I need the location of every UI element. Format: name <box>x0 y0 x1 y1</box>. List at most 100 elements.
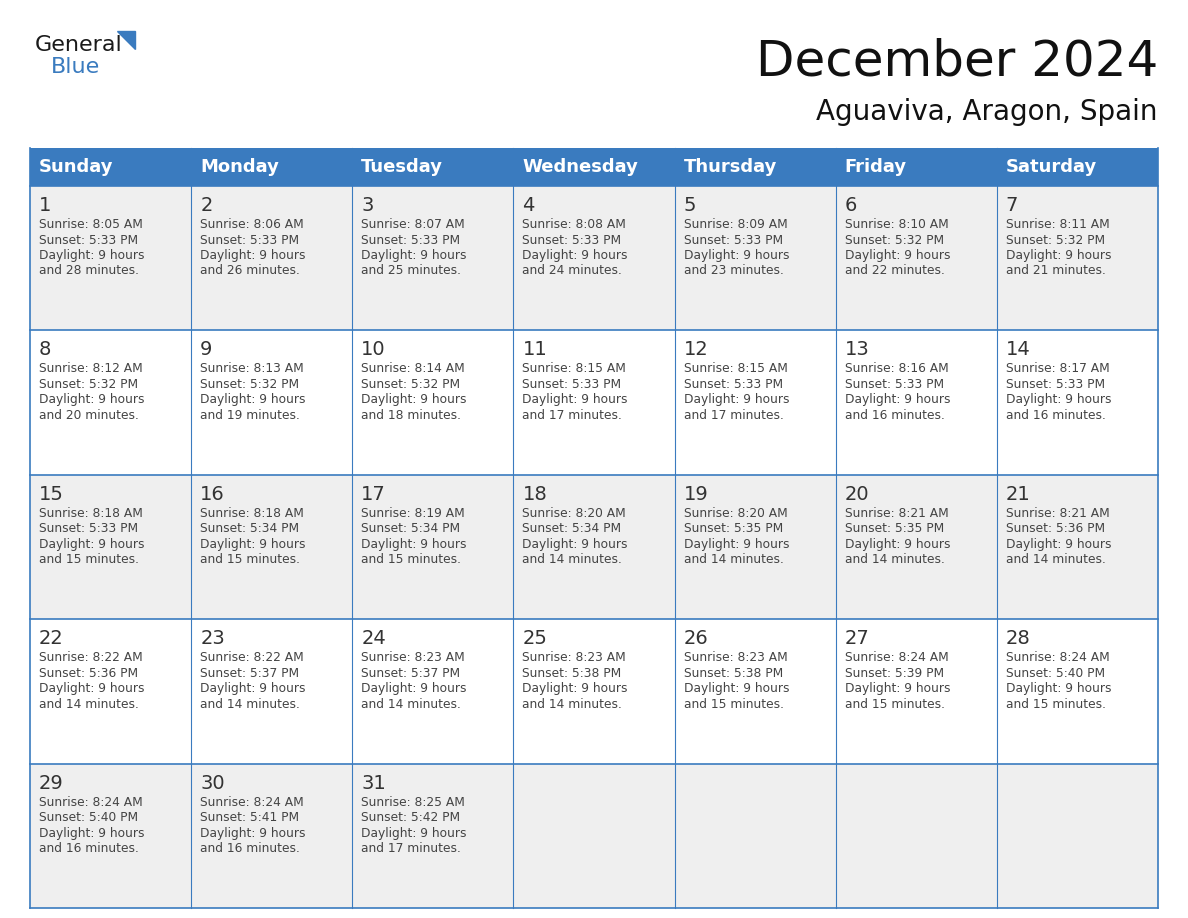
Text: Sunrise: 8:20 AM: Sunrise: 8:20 AM <box>523 507 626 520</box>
Text: Daylight: 9 hours: Daylight: 9 hours <box>39 394 145 407</box>
Text: Friday: Friday <box>845 158 906 176</box>
Text: and 24 minutes.: and 24 minutes. <box>523 264 623 277</box>
Text: and 15 minutes.: and 15 minutes. <box>845 698 944 711</box>
Text: Sunrise: 8:16 AM: Sunrise: 8:16 AM <box>845 363 948 375</box>
Text: Sunrise: 8:15 AM: Sunrise: 8:15 AM <box>683 363 788 375</box>
Bar <box>513 620 675 764</box>
Text: Sunrise: 8:08 AM: Sunrise: 8:08 AM <box>523 218 626 231</box>
Text: Sunday: Sunday <box>39 158 114 176</box>
Text: and 17 minutes.: and 17 minutes. <box>683 409 783 422</box>
Text: Daylight: 9 hours: Daylight: 9 hours <box>683 394 789 407</box>
Bar <box>353 620 513 764</box>
Text: Sunset: 5:33 PM: Sunset: 5:33 PM <box>845 378 943 391</box>
Bar <box>997 186 1158 330</box>
Text: Monday: Monday <box>200 158 279 176</box>
Text: Sunrise: 8:23 AM: Sunrise: 8:23 AM <box>683 651 788 665</box>
Text: 29: 29 <box>39 774 64 792</box>
Text: Sunrise: 8:19 AM: Sunrise: 8:19 AM <box>361 507 465 520</box>
Text: 13: 13 <box>845 341 870 360</box>
Text: Daylight: 9 hours: Daylight: 9 hours <box>845 249 950 262</box>
Bar <box>835 475 997 620</box>
Text: Sunrise: 8:21 AM: Sunrise: 8:21 AM <box>845 507 948 520</box>
Bar <box>675 620 835 764</box>
Text: Sunset: 5:39 PM: Sunset: 5:39 PM <box>845 666 943 679</box>
Bar <box>675 475 835 620</box>
Text: Sunrise: 8:24 AM: Sunrise: 8:24 AM <box>845 651 948 665</box>
Text: Sunset: 5:33 PM: Sunset: 5:33 PM <box>39 522 138 535</box>
Text: Daylight: 9 hours: Daylight: 9 hours <box>1006 538 1111 551</box>
Text: 2: 2 <box>200 196 213 215</box>
Text: Sunrise: 8:10 AM: Sunrise: 8:10 AM <box>845 218 948 231</box>
Bar <box>835 620 997 764</box>
Text: 24: 24 <box>361 629 386 648</box>
Text: and 25 minutes.: and 25 minutes. <box>361 264 461 277</box>
Text: 3: 3 <box>361 196 374 215</box>
Text: and 16 minutes.: and 16 minutes. <box>845 409 944 422</box>
Text: Sunset: 5:34 PM: Sunset: 5:34 PM <box>361 522 461 535</box>
Text: Daylight: 9 hours: Daylight: 9 hours <box>39 682 145 695</box>
Text: Sunset: 5:33 PM: Sunset: 5:33 PM <box>523 233 621 247</box>
Bar <box>30 148 191 186</box>
Text: Sunset: 5:34 PM: Sunset: 5:34 PM <box>523 522 621 535</box>
Text: and 15 minutes.: and 15 minutes. <box>683 698 784 711</box>
Text: Sunset: 5:33 PM: Sunset: 5:33 PM <box>361 233 461 247</box>
Text: Sunrise: 8:14 AM: Sunrise: 8:14 AM <box>361 363 465 375</box>
Text: Sunset: 5:35 PM: Sunset: 5:35 PM <box>845 522 944 535</box>
Text: and 23 minutes.: and 23 minutes. <box>683 264 783 277</box>
Bar <box>835 148 997 186</box>
Text: Daylight: 9 hours: Daylight: 9 hours <box>523 249 628 262</box>
Text: Daylight: 9 hours: Daylight: 9 hours <box>1006 249 1111 262</box>
Text: Daylight: 9 hours: Daylight: 9 hours <box>361 826 467 840</box>
Text: Daylight: 9 hours: Daylight: 9 hours <box>683 682 789 695</box>
Text: Sunrise: 8:13 AM: Sunrise: 8:13 AM <box>200 363 304 375</box>
Text: Sunrise: 8:24 AM: Sunrise: 8:24 AM <box>200 796 304 809</box>
Text: 12: 12 <box>683 341 708 360</box>
Bar <box>997 330 1158 475</box>
Text: and 14 minutes.: and 14 minutes. <box>361 698 461 711</box>
Text: and 14 minutes.: and 14 minutes. <box>523 554 623 566</box>
Text: Sunrise: 8:11 AM: Sunrise: 8:11 AM <box>1006 218 1110 231</box>
Text: and 14 minutes.: and 14 minutes. <box>39 698 139 711</box>
Text: Daylight: 9 hours: Daylight: 9 hours <box>523 394 628 407</box>
Text: 14: 14 <box>1006 341 1031 360</box>
Text: 10: 10 <box>361 341 386 360</box>
Text: Daylight: 9 hours: Daylight: 9 hours <box>200 249 305 262</box>
Polygon shape <box>116 31 135 49</box>
Text: Sunset: 5:33 PM: Sunset: 5:33 PM <box>200 233 299 247</box>
Text: Daylight: 9 hours: Daylight: 9 hours <box>845 682 950 695</box>
Text: Sunset: 5:36 PM: Sunset: 5:36 PM <box>1006 522 1105 535</box>
Text: General: General <box>34 35 122 55</box>
Text: Daylight: 9 hours: Daylight: 9 hours <box>361 538 467 551</box>
Text: Sunrise: 8:22 AM: Sunrise: 8:22 AM <box>39 651 143 665</box>
Text: 19: 19 <box>683 485 708 504</box>
Text: Sunrise: 8:23 AM: Sunrise: 8:23 AM <box>361 651 465 665</box>
Text: 5: 5 <box>683 196 696 215</box>
Text: Daylight: 9 hours: Daylight: 9 hours <box>845 538 950 551</box>
Text: Daylight: 9 hours: Daylight: 9 hours <box>523 538 628 551</box>
Text: Daylight: 9 hours: Daylight: 9 hours <box>39 538 145 551</box>
Bar <box>835 764 997 908</box>
Text: and 15 minutes.: and 15 minutes. <box>39 554 139 566</box>
Text: 20: 20 <box>845 485 870 504</box>
Bar <box>835 186 997 330</box>
Bar <box>191 475 353 620</box>
Text: Sunset: 5:33 PM: Sunset: 5:33 PM <box>683 378 783 391</box>
Bar <box>513 148 675 186</box>
Bar <box>997 475 1158 620</box>
Text: Sunset: 5:40 PM: Sunset: 5:40 PM <box>39 812 138 824</box>
Bar <box>30 330 191 475</box>
Text: and 19 minutes.: and 19 minutes. <box>200 409 301 422</box>
Text: and 16 minutes.: and 16 minutes. <box>200 842 301 855</box>
Text: and 21 minutes.: and 21 minutes. <box>1006 264 1106 277</box>
Text: Daylight: 9 hours: Daylight: 9 hours <box>845 394 950 407</box>
Text: Aguaviva, Aragon, Spain: Aguaviva, Aragon, Spain <box>816 98 1158 126</box>
Text: Sunset: 5:32 PM: Sunset: 5:32 PM <box>200 378 299 391</box>
Bar <box>191 186 353 330</box>
Text: Sunset: 5:32 PM: Sunset: 5:32 PM <box>845 233 943 247</box>
Text: Sunrise: 8:20 AM: Sunrise: 8:20 AM <box>683 507 788 520</box>
Text: Sunrise: 8:25 AM: Sunrise: 8:25 AM <box>361 796 466 809</box>
Text: Blue: Blue <box>51 57 100 77</box>
Text: Sunrise: 8:24 AM: Sunrise: 8:24 AM <box>1006 651 1110 665</box>
Text: Sunrise: 8:18 AM: Sunrise: 8:18 AM <box>39 507 143 520</box>
Text: Sunset: 5:34 PM: Sunset: 5:34 PM <box>200 522 299 535</box>
